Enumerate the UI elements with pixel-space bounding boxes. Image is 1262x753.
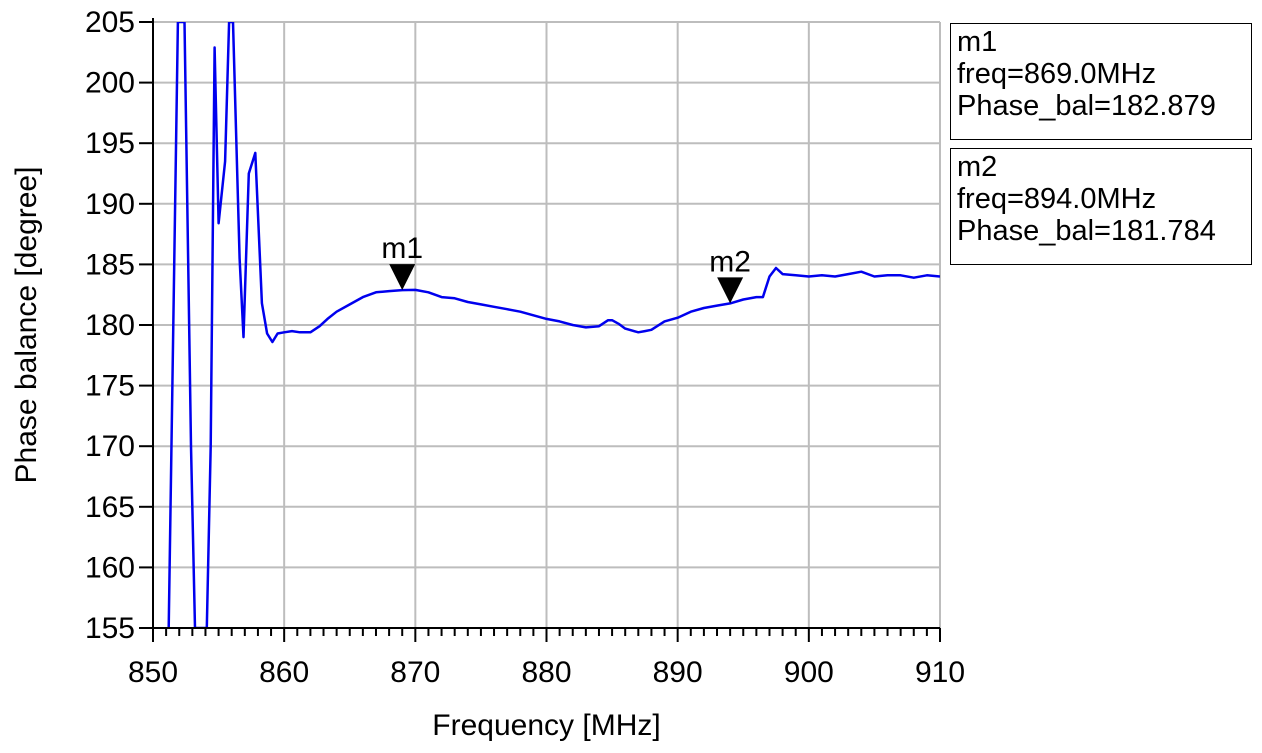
y-tick-label: 200 (85, 67, 135, 100)
x-tick-label: 910 (915, 656, 965, 689)
x-tick-label: 870 (390, 656, 440, 689)
marker-m1-triangle (389, 264, 416, 291)
marker-m2-triangle (717, 277, 744, 304)
y-axis-label: Phase balance [degree] (10, 167, 43, 484)
marker-m2-label: m2 (709, 245, 751, 278)
x-tick-label: 880 (521, 656, 571, 689)
y-tick-label: 185 (85, 248, 135, 281)
y-tick-label: 205 (85, 6, 135, 39)
marker-m2-readout: m2 freq=894.0MHz Phase_bal=181.784 (950, 148, 1252, 265)
grid-lines (152, 21, 941, 629)
series-line-0 (167, 22, 940, 628)
x-axis-label: Frequency [MHz] (432, 709, 660, 742)
y-tick-label: 170 (85, 430, 135, 463)
marker-m2-phase: Phase_bal=181.784 (957, 215, 1216, 247)
y-tick-label: 190 (85, 188, 135, 221)
marker-m2-freq: freq=894.0MHz (957, 183, 1157, 215)
y-tick-label: 180 (85, 309, 135, 342)
marker-m2-name: m2 (957, 151, 998, 183)
marker-m1-phase: Phase_bal=182.879 (957, 90, 1216, 122)
marker-m1-label: m1 (381, 232, 423, 265)
x-tick-label: 890 (653, 656, 703, 689)
x-tick-label: 900 (784, 656, 834, 689)
y-tick-label: 195 (85, 127, 135, 160)
x-tick-label: 850 (128, 656, 178, 689)
plot-area (167, 22, 940, 628)
y-tick-label: 155 (85, 612, 135, 645)
marker-m1-name: m1 (957, 26, 998, 58)
marker-m1-freq: freq=869.0MHz (957, 58, 1157, 90)
x-tick-label: 860 (259, 656, 309, 689)
y-tick-label: 165 (85, 491, 135, 524)
markers: m1 m2 (381, 232, 751, 304)
marker-m1-readout: m1 freq=869.0MHz Phase_bal=182.879 (950, 23, 1252, 140)
axes: 850 860 870 880 890 900 910 155 160 165 170 175 180 1… (85, 6, 965, 689)
y-tick-label: 160 (85, 551, 135, 584)
y-tick-label: 175 (85, 370, 135, 403)
